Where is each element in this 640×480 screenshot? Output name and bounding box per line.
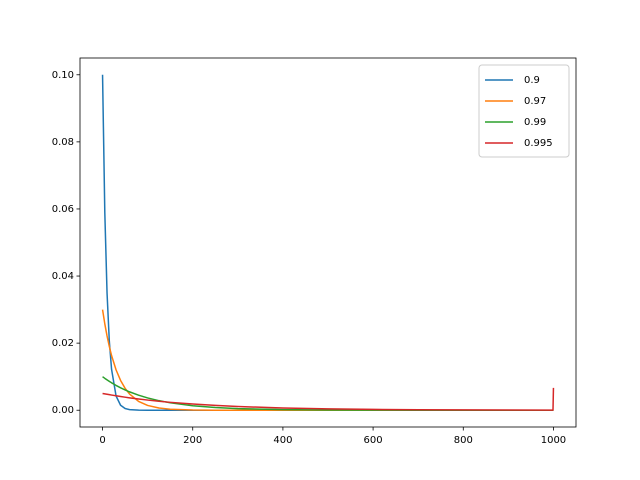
x-tick-label: 200 <box>183 435 202 446</box>
y-tick-label: 0.00 <box>52 405 74 416</box>
x-tick-label: 0 <box>99 435 105 446</box>
legend-label: 0.9 <box>524 75 540 86</box>
legend-box <box>478 64 570 158</box>
x-tick-label: 400 <box>273 435 292 446</box>
legend-label: 0.97 <box>524 96 546 107</box>
y-tick-label: 0.08 <box>52 137 74 148</box>
legend-label: 0.99 <box>524 117 546 128</box>
x-tick-label: 800 <box>454 435 473 446</box>
y-tick-label: 0.06 <box>52 204 74 215</box>
legend-label: 0.995 <box>524 138 553 149</box>
y-tick-label: 0.02 <box>52 338 74 349</box>
x-tick-label: 1000 <box>541 435 566 446</box>
series-line <box>102 376 554 411</box>
series-line <box>101 309 554 411</box>
x-tick-label: 600 <box>364 435 383 446</box>
y-tick-label: 0.10 <box>52 70 74 81</box>
series-line <box>102 387 555 411</box>
y-tick-label: 0.04 <box>52 271 74 282</box>
plot-frame <box>79 57 577 428</box>
legend: 0.9 0.97 0.99 0.995 <box>478 64 570 158</box>
